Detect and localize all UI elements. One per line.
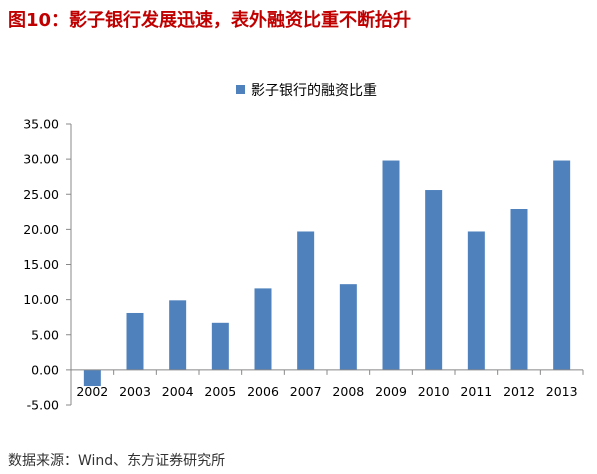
y-tick-label: 25.00 bbox=[23, 187, 59, 202]
x-tick-label: 2004 bbox=[162, 384, 194, 399]
bar-2006 bbox=[254, 288, 272, 370]
x-tick-label: 2011 bbox=[460, 384, 492, 399]
x-tick-label: 2003 bbox=[119, 384, 151, 399]
y-tick-label: 5.00 bbox=[31, 327, 59, 342]
x-tick-label: 2013 bbox=[546, 384, 578, 399]
x-tick-label: 2002 bbox=[76, 384, 108, 399]
bar-2002 bbox=[83, 369, 101, 387]
bar-2007 bbox=[297, 231, 315, 370]
x-tick-label: 2005 bbox=[204, 384, 236, 399]
bar-2013 bbox=[553, 160, 571, 370]
y-tick-label: -5.00 bbox=[27, 398, 59, 413]
x-tick-label: 2006 bbox=[247, 384, 279, 399]
y-tick-label: 0.00 bbox=[31, 362, 59, 377]
chart-legend: 影子银行的融资比重 bbox=[236, 83, 377, 99]
x-tick-label: 2010 bbox=[418, 384, 450, 399]
page-title: 图10：影子银行发展迅速，表外融资比重不断抬升 bbox=[8, 10, 412, 31]
y-tick-label: 15.00 bbox=[23, 257, 59, 272]
bar-2009 bbox=[382, 160, 400, 370]
bar-2008 bbox=[339, 284, 357, 370]
y-axis: -5.00 0.00 5.00 10.00 15.00 20.00 25.00 30.00 35… bbox=[23, 117, 72, 413]
data-source: 数据来源：Wind、东方证券研究所 bbox=[8, 453, 226, 469]
y-tick-label: 35.00 bbox=[23, 117, 59, 132]
bar-2012 bbox=[510, 209, 528, 370]
legend-swatch bbox=[236, 85, 245, 94]
bar-2005 bbox=[211, 322, 229, 370]
bar-2010 bbox=[425, 190, 443, 370]
x-tick-label: 2008 bbox=[332, 384, 364, 399]
x-tick-label: 2007 bbox=[290, 384, 322, 399]
bar-2011 bbox=[467, 231, 485, 370]
x-tick-label: 2009 bbox=[375, 384, 407, 399]
x-tick-label: 2012 bbox=[503, 384, 535, 399]
bars-group bbox=[83, 160, 571, 387]
x-axis: 2002 2003 2004 2005 2006 2007 2008 2009 2010 2011… bbox=[70, 369, 584, 399]
y-tick-label: 10.00 bbox=[23, 292, 59, 307]
y-tick-label: 30.00 bbox=[23, 152, 59, 167]
y-tick-label: 20.00 bbox=[23, 222, 59, 237]
legend-label: 影子银行的融资比重 bbox=[251, 83, 377, 99]
bar-2003 bbox=[126, 312, 144, 370]
bar-2004 bbox=[169, 300, 187, 370]
